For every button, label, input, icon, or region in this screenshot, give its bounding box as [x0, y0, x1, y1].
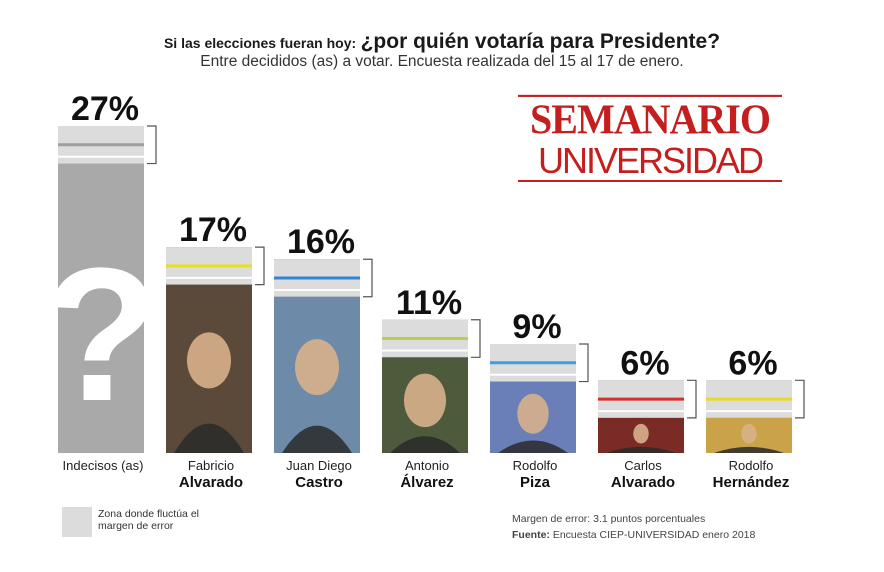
error-bracket — [147, 125, 157, 165]
error-bracket — [579, 343, 589, 383]
source-text: Encuesta CIEP-UNIVERSIDAD enero 2018 — [552, 529, 756, 541]
error-bracket — [687, 379, 697, 419]
candidate-shoulders — [606, 446, 676, 453]
question-mark: ? — [43, 229, 159, 441]
category-label-first: Fabricio — [188, 458, 234, 473]
legend-swatch — [62, 507, 92, 537]
candidate-shoulders — [498, 440, 568, 453]
value-label: 17% — [179, 211, 247, 249]
source-note: Fuente: Encuesta CIEP-UNIVERSIDAD enero … — [512, 527, 755, 543]
logo-line-1: SEMANARIO — [518, 94, 782, 143]
value-label: 9% — [512, 308, 561, 346]
value-label: 27% — [71, 90, 139, 128]
logo-line-2: UNIVERSIDAD — [518, 142, 782, 182]
margin-of-error-note: Margen de error: 3.1 puntos porcentuales — [512, 513, 706, 525]
candidate-face — [187, 332, 231, 389]
error-bracket — [471, 319, 481, 358]
value-label: 11% — [396, 284, 462, 322]
source-label: Fuente: — [512, 529, 550, 541]
value-label: 6% — [728, 344, 777, 382]
candidate-shoulders — [174, 423, 244, 453]
category-label-first: Rodolfo — [513, 458, 558, 473]
category-label-last: Castro — [295, 474, 343, 491]
value-label: 16% — [287, 223, 355, 261]
title-question: ¿por quién votaría para Presidente? — [360, 30, 721, 53]
candidate-face — [403, 373, 447, 428]
category-label-first: Indecisos (as) — [63, 458, 144, 473]
error-bracket — [255, 246, 265, 286]
candidate-face — [517, 393, 549, 434]
candidate-shoulders — [282, 425, 352, 453]
category-label-last: Álvarez — [400, 474, 453, 491]
category-label-first: Carlos — [624, 458, 662, 473]
category-label-last: Alvarado — [179, 474, 243, 491]
category-label-first: Rodolfo — [729, 458, 774, 473]
chart-subtitle: Entre decididos (as) a votar. Encuesta r… — [200, 53, 684, 70]
bar — [58, 126, 144, 453]
footer-notes: Margen de error: 3.1 puntos porcentuales… — [512, 511, 755, 543]
title-intro: Si las elecciones fueran hoy: — [163, 35, 357, 51]
candidate-face — [741, 423, 757, 444]
category-label-last: Piza — [520, 474, 551, 491]
candidate-face — [295, 339, 339, 396]
legend-label: Zona donde fluctúa el margen de error — [98, 508, 199, 532]
category-label-first: Juan Diego — [286, 458, 352, 473]
error-bracket — [363, 258, 373, 298]
error-bracket — [795, 379, 805, 419]
candidate-shoulders — [714, 446, 784, 453]
candidate-shoulders — [390, 436, 460, 453]
category-label-last: Hernández — [713, 474, 790, 491]
candidate-face — [633, 423, 649, 444]
chart-title: Si las elecciones fueran hoy: ¿por quién… — [0, 30, 884, 54]
brand-logo: SEMANARIO UNIVERSIDAD — [518, 94, 782, 182]
value-label: 6% — [620, 344, 669, 382]
category-label-last: Alvarado — [611, 474, 675, 491]
bar-group: ? 27% Indecisos (as) — [43, 90, 159, 473]
category-label-first: Antonio — [405, 458, 449, 473]
